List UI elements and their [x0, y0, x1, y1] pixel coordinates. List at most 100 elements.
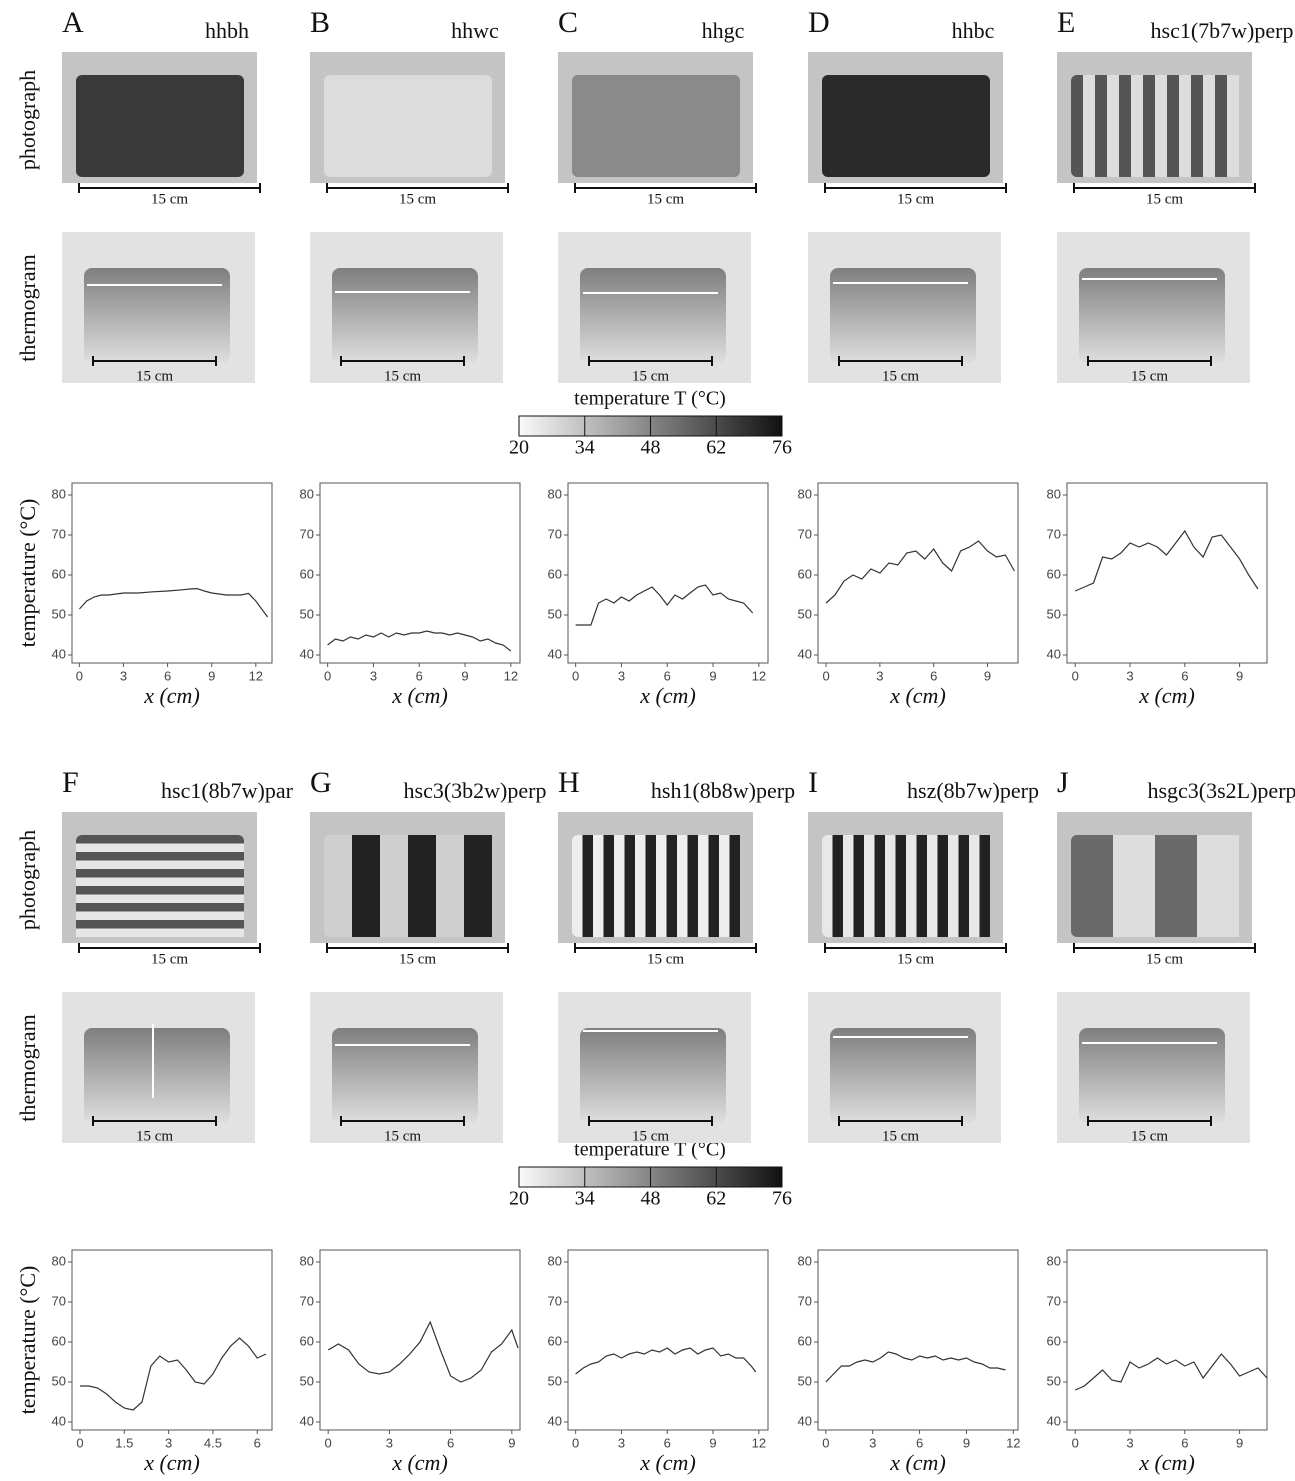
sample-name: hsc1(7b7w)perp — [1151, 18, 1294, 43]
scale-bar-label: 15 cm — [399, 191, 436, 207]
stripe — [666, 835, 677, 937]
x-tick-label: 0 — [324, 668, 331, 683]
y-tick-label: 40 — [548, 1413, 562, 1428]
x-tick-label: 0 — [76, 1435, 83, 1450]
x-tick-label: 9 — [461, 668, 468, 683]
x-axis-label: x (cm) — [391, 1450, 448, 1475]
y-tick-label: 60 — [798, 566, 812, 581]
stripe — [1113, 835, 1155, 937]
scale-bar-label: 15 cm — [882, 1128, 919, 1144]
temperature-line — [80, 1337, 267, 1411]
y-tick-label: 70 — [52, 526, 66, 541]
panel-letter: A — [62, 6, 84, 39]
stripe — [1203, 75, 1215, 177]
temperature-line — [327, 630, 512, 652]
panel-letter: B — [310, 6, 330, 39]
scale-bar-label: 15 cm — [384, 1128, 421, 1144]
y-tick-label: 80 — [1047, 1253, 1061, 1268]
x-tick-label: 3 — [1126, 668, 1133, 683]
scale-bar-label: 15 cm — [647, 951, 684, 967]
colorbar-tick-label: 20 — [509, 437, 529, 459]
scale-bar-label: 15 cm — [897, 951, 934, 967]
sample-name: hhgc — [702, 18, 745, 43]
colorbar-tick-label: 34 — [575, 1188, 595, 1210]
temperature-line — [327, 1320, 519, 1383]
x-axis-label: x (cm) — [1138, 683, 1195, 708]
thermogram-sample — [830, 1028, 976, 1123]
x-tick-label: 9 — [508, 1435, 515, 1450]
colorbar-tick-label: 62 — [706, 1188, 726, 1210]
panel-letter: H — [558, 766, 580, 799]
y-tick-label: 40 — [1047, 1413, 1061, 1428]
y-axis-label: temperature (°C) — [15, 1266, 40, 1415]
temperature-line — [825, 540, 1015, 604]
x-tick-label: 3 — [165, 1435, 172, 1450]
plot-frame — [319, 482, 521, 664]
scale-bar-label: 15 cm — [399, 951, 436, 967]
thermogram-sample — [830, 268, 976, 363]
y-tick-label: 70 — [52, 1293, 66, 1308]
stripe — [1131, 75, 1143, 177]
scale-bar-label: 15 cm — [647, 191, 684, 207]
x-tick-label: 12 — [752, 668, 766, 683]
sample-name: hsz(8b7w)perp — [907, 778, 1039, 803]
stripe — [624, 835, 635, 937]
scale-bar-label: 15 cm — [632, 368, 669, 384]
stripe — [603, 835, 614, 937]
thermogram-sample — [580, 268, 726, 363]
colorbar-tick-label: 20 — [509, 1188, 529, 1210]
x-tick-label: 12 — [1006, 1435, 1020, 1450]
plot-frame — [567, 1249, 769, 1431]
colorbar-label: temperature T (°C) — [574, 388, 726, 410]
y-tick-label: 60 — [300, 566, 314, 581]
thermogram-sample — [332, 268, 478, 363]
y-tick-label: 50 — [300, 606, 314, 621]
x-axis-label: x (cm) — [391, 683, 448, 708]
plot-frame — [1066, 482, 1268, 664]
x-tick-label: 6 — [930, 668, 937, 683]
stripe — [408, 835, 436, 937]
x-tick-label: 1.5 — [115, 1435, 133, 1450]
x-tick-label: 6 — [164, 668, 171, 683]
scale-bar-label: 15 cm — [632, 1128, 669, 1144]
x-tick-label: 3 — [1126, 1435, 1133, 1450]
y-tick-label: 80 — [798, 1253, 812, 1268]
y-tick-label: 50 — [300, 1373, 314, 1388]
temperature-line — [575, 1347, 757, 1375]
stripe — [874, 835, 885, 937]
x-tick-label: 3 — [876, 668, 883, 683]
x-tick-label: 4.5 — [204, 1435, 222, 1450]
x-tick-label: 9 — [208, 668, 215, 683]
y-tick-label: 50 — [52, 606, 66, 621]
panel-letter: I — [808, 766, 818, 799]
x-tick-label: 6 — [416, 668, 423, 683]
stripe — [645, 835, 656, 937]
scale-bar-label: 15 cm — [151, 951, 188, 967]
plot-frame — [567, 482, 769, 664]
stripe — [76, 911, 244, 920]
plot-frame — [71, 482, 273, 664]
sample-name: hhbh — [205, 18, 249, 43]
stripe — [1083, 75, 1095, 177]
x-tick-label: 3 — [370, 668, 377, 683]
plot-frame — [817, 482, 1019, 664]
scale-bar-label: 15 cm — [136, 1128, 173, 1144]
stripe — [464, 835, 492, 937]
x-tick-label: 6 — [664, 1435, 671, 1450]
scale-bar-label: 15 cm — [1131, 1128, 1168, 1144]
y-tick-label: 40 — [798, 1413, 812, 1428]
scale-bar-label: 15 cm — [136, 368, 173, 384]
colorbar-tick-label: 34 — [575, 437, 595, 459]
x-tick-label: 0 — [325, 1435, 332, 1450]
thermogram-sample — [332, 1028, 478, 1123]
plot-frame — [1066, 1249, 1268, 1431]
scale-bar-label: 15 cm — [1146, 951, 1183, 967]
stripe — [352, 835, 380, 937]
stripe — [832, 835, 843, 937]
scale-bar-label: 15 cm — [897, 191, 934, 207]
x-tick-label: 12 — [504, 668, 518, 683]
x-tick-label: 9 — [709, 1435, 716, 1450]
stripe — [1155, 75, 1167, 177]
row-label: thermogram — [15, 1014, 40, 1122]
colorbar-tick-label: 76 — [772, 1188, 792, 1210]
